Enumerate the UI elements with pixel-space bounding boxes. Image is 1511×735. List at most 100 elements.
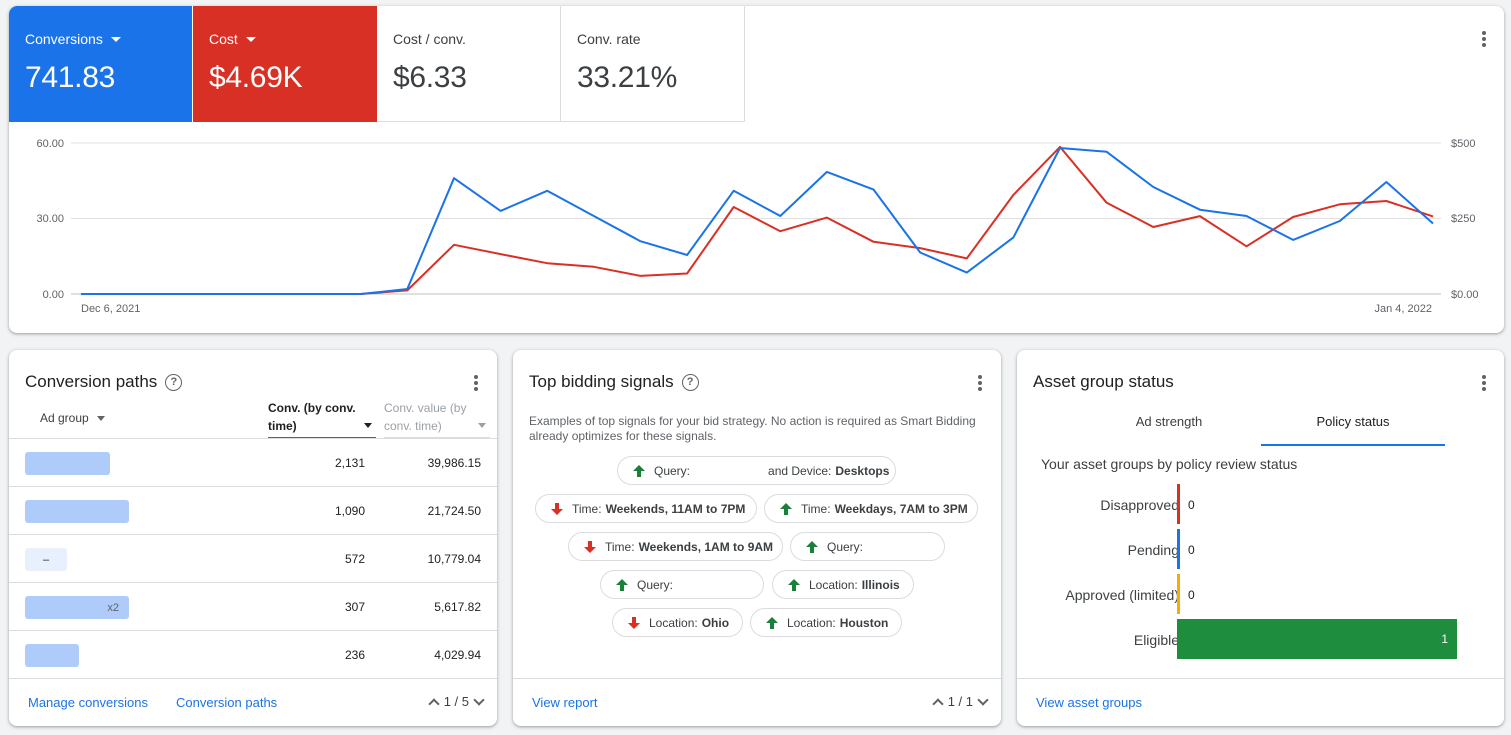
more-options-icon[interactable] [1481,30,1487,48]
signal-chip[interactable]: Location: Ohio [612,608,743,637]
conv-cell: 307 [344,600,365,614]
conv-value-cell: 4,029.94 [434,648,481,662]
table-row[interactable]: x2 307 5,617.82 [9,582,497,630]
pager-text: 1 / 1 [947,694,973,709]
conv-value-column-header[interactable]: Conv. value (by conv. time) [384,399,490,438]
conv-value-cell: 5,617.82 [434,600,481,614]
signal-prefix: Time: [605,539,635,554]
arrow-up-icon [780,502,792,515]
signal-chip[interactable]: Query: [600,570,764,599]
card-footer: View asset groups [1017,678,1504,726]
card-footer: Manage conversions Conversion paths 1 / … [9,678,497,726]
tab-label: Ad strength [1135,414,1203,429]
signal-value: Houston [839,615,889,630]
series-line-cost [81,145,1434,295]
signal-chip[interactable]: Time: Weekends, 11AM to 7PM [535,494,757,523]
chevron-down-icon[interactable] [977,693,989,706]
pager-text: 1 / 5 [443,694,469,709]
dropdown-caret-icon [245,36,256,42]
ad-group-header-label: Ad group [40,411,89,425]
bar-label: Approved (limited) [1065,587,1179,603]
ad-group-chip [25,644,79,667]
signal-chip[interactable]: Location: Illinois [772,570,914,599]
sort-caret-icon [364,423,372,428]
conv-column-header[interactable]: Conv. (by conv. time) [268,399,376,438]
y-right-tick: $250 [1451,213,1475,225]
ad-group-chip [25,452,110,475]
card-title: Asset group status [1033,372,1174,392]
metric-value: 33.21% [577,61,677,94]
metric-label: Cost / conv. [393,31,466,47]
x-end-label: Jan 4, 2022 [1375,303,1433,315]
table-row[interactable]: 2,131 39,986.15 [9,438,497,486]
table-row[interactable]: – 572 10,779.04 [9,534,497,582]
y-left-tick: 30.00 [36,213,64,225]
arrow-down-icon [584,540,596,553]
arrow-down-icon [628,616,640,629]
signal-prefix: Location: [809,577,858,592]
card-title-text: Conversion paths [25,372,158,391]
conv-column-header-label: Conv. (by conv. time) [268,401,356,433]
help-icon[interactable]: ? [165,373,183,391]
view-report-link[interactable]: View report [532,695,598,710]
sort-caret-icon [478,423,486,428]
bar-label: Eligible [1133,632,1179,648]
bar-approved-limited [1177,574,1180,614]
conv-value-column-header-label: Conv. value (by conv. time) [384,401,467,433]
conv-value-cell: 10,779.04 [427,552,481,566]
signal-chip[interactable]: Location: Houston [750,608,902,637]
signal-value: Illinois [861,577,900,592]
bar-value: 0 [1188,588,1195,602]
metric-tile-conversions[interactable]: Conversions 741.83 [9,6,192,122]
tab-ad-strength[interactable]: Ad strength [1077,414,1261,446]
signal-value: Desktops [835,463,890,478]
signal-chip[interactable]: Query: [790,532,945,561]
signal-chip[interactable]: Time: Weekends, 1AM to 9AM [568,532,783,561]
card-title-text: Top bidding signals [529,372,674,391]
dropdown-caret-icon [96,415,105,421]
arrow-up-icon [806,540,818,553]
manage-conversions-link[interactable]: Manage conversions [28,695,148,710]
metric-value: $4.69K [209,61,303,94]
arrow-up-icon [788,578,800,591]
signal-value: Ohio [701,615,730,630]
metric-tile-cost[interactable]: Cost $4.69K [193,6,377,122]
metric-tile-conv-rate[interactable]: Conv. rate 33.21% [561,6,745,122]
chevron-down-icon[interactable] [473,693,485,706]
tab-policy-status[interactable]: Policy status [1261,414,1445,446]
chevron-up-icon[interactable] [428,697,440,710]
tab-label: Policy status [1316,414,1390,429]
table-row[interactable]: 236 4,029.94 [9,630,497,678]
signal-chip[interactable]: Time: Weekdays, 7AM to 3PM [764,494,978,523]
bar-value: 1 [1441,632,1448,646]
arrow-up-icon [766,616,778,629]
table-row[interactable]: 1,090 21,724.50 [9,486,497,534]
metric-value: 741.83 [25,61,115,94]
metric-tile-cost-per-conv[interactable]: Cost / conv. $6.33 [377,6,561,122]
ad-group-header[interactable]: Ad group [40,411,105,425]
conv-cell: 572 [344,552,365,566]
pager: 1 / 5 [428,693,485,710]
metric-label: Conv. rate [577,31,641,47]
more-options-icon[interactable] [977,374,983,392]
help-icon[interactable]: ? [681,373,699,391]
signal-value: Weekends, 11AM to 7PM [605,501,746,516]
signal-prefix: Location: [787,615,836,630]
bar-value: 0 [1188,498,1195,512]
conv-value-cell: 21,724.50 [427,504,481,518]
signal-value: Weekdays, 7AM to 3PM [834,501,968,516]
card-title: Conversion paths ? [25,372,183,392]
view-asset-groups-link[interactable]: View asset groups [1036,695,1142,710]
signal-prefix: Time: [801,501,831,516]
more-options-icon[interactable] [473,374,479,392]
arrow-down-icon [551,502,563,515]
conversion-paths-link[interactable]: Conversion paths [176,695,278,710]
conv-value-cell: 39,986.15 [427,456,481,470]
chevron-up-icon[interactable] [932,697,944,710]
pager: 1 / 1 [932,693,989,710]
ad-group-chip [25,500,129,523]
y-right-tick: $500 [1451,138,1475,150]
more-options-icon[interactable] [1481,374,1487,392]
signal-chip[interactable]: Query: and Device: Desktops [617,456,896,485]
card-title-text: Asset group status [1033,372,1174,391]
